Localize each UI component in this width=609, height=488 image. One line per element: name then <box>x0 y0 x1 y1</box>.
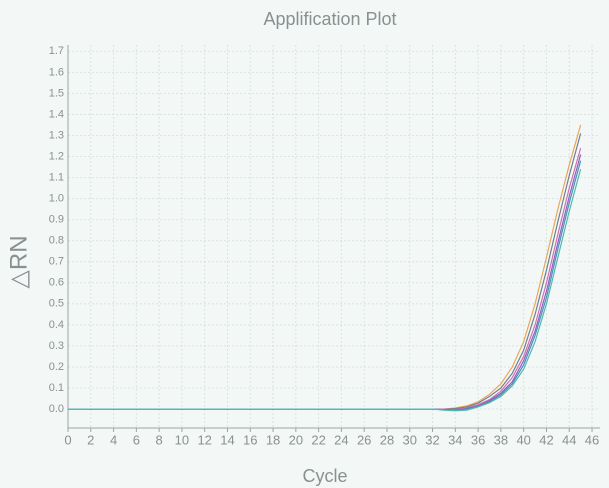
x-tick-label: 34 <box>448 432 462 447</box>
y-tick-label: 0.7 <box>49 256 64 268</box>
y-tick-label: 1.5 <box>49 87 64 99</box>
x-tick-label: 42 <box>539 432 553 447</box>
x-tick-label: 12 <box>197 432 211 447</box>
x-tick-label: 44 <box>562 432 576 447</box>
y-tick-label: 1.0 <box>49 193 64 205</box>
y-tick-label: 1.7 <box>49 45 64 57</box>
x-tick-label: 22 <box>311 432 325 447</box>
y-tick-label: 1.1 <box>49 171 64 183</box>
y-tick-label: 0.2 <box>49 361 64 373</box>
x-tick-label: 24 <box>334 432 348 447</box>
x-tick-label: 20 <box>289 432 303 447</box>
x-tick-label: 46 <box>585 432 599 447</box>
y-tick-label: 0.5 <box>49 298 64 310</box>
y-tick-label: 0.0 <box>49 403 64 415</box>
x-tick-label: 36 <box>471 432 485 447</box>
x-tick-label: 26 <box>357 432 371 447</box>
x-tick-label: 6 <box>133 432 140 447</box>
y-axis-label: △RN <box>5 235 32 288</box>
x-tick-label: 10 <box>175 432 189 447</box>
y-tick-label: 0.3 <box>49 340 64 352</box>
x-tick-label: 18 <box>266 432 280 447</box>
y-tick-label: 1.4 <box>49 108 64 120</box>
data-line <box>68 147 582 411</box>
data-line <box>68 154 582 411</box>
y-tick-label: 0.1 <box>49 382 64 394</box>
x-tick-label: 4 <box>110 432 117 447</box>
x-tick-label: 30 <box>403 432 417 447</box>
x-tick-label: 2 <box>87 432 94 447</box>
data-line <box>68 169 582 412</box>
x-tick-label: 0 <box>64 432 71 447</box>
data-line <box>68 124 582 410</box>
y-tick-label: 1.3 <box>49 129 64 141</box>
x-tick-label: 16 <box>243 432 257 447</box>
y-tick-label: 0.9 <box>49 214 64 226</box>
chart-title: Applification Plot <box>263 9 396 29</box>
data-line <box>68 133 582 410</box>
x-axis-label: Cycle <box>302 466 347 486</box>
y-tick-label: 1.6 <box>49 66 64 78</box>
y-tick-label: 0.4 <box>49 319 64 331</box>
x-tick-label: 28 <box>380 432 394 447</box>
x-tick-label: 8 <box>156 432 163 447</box>
y-tick-label: 0.8 <box>49 235 64 247</box>
x-tick-label: 32 <box>425 432 439 447</box>
x-tick-label: 40 <box>516 432 530 447</box>
y-tick-label: 0.6 <box>49 277 64 289</box>
x-tick-label: 14 <box>220 432 234 447</box>
y-tick-label: 1.2 <box>49 150 64 162</box>
x-tick-label: 38 <box>494 432 508 447</box>
